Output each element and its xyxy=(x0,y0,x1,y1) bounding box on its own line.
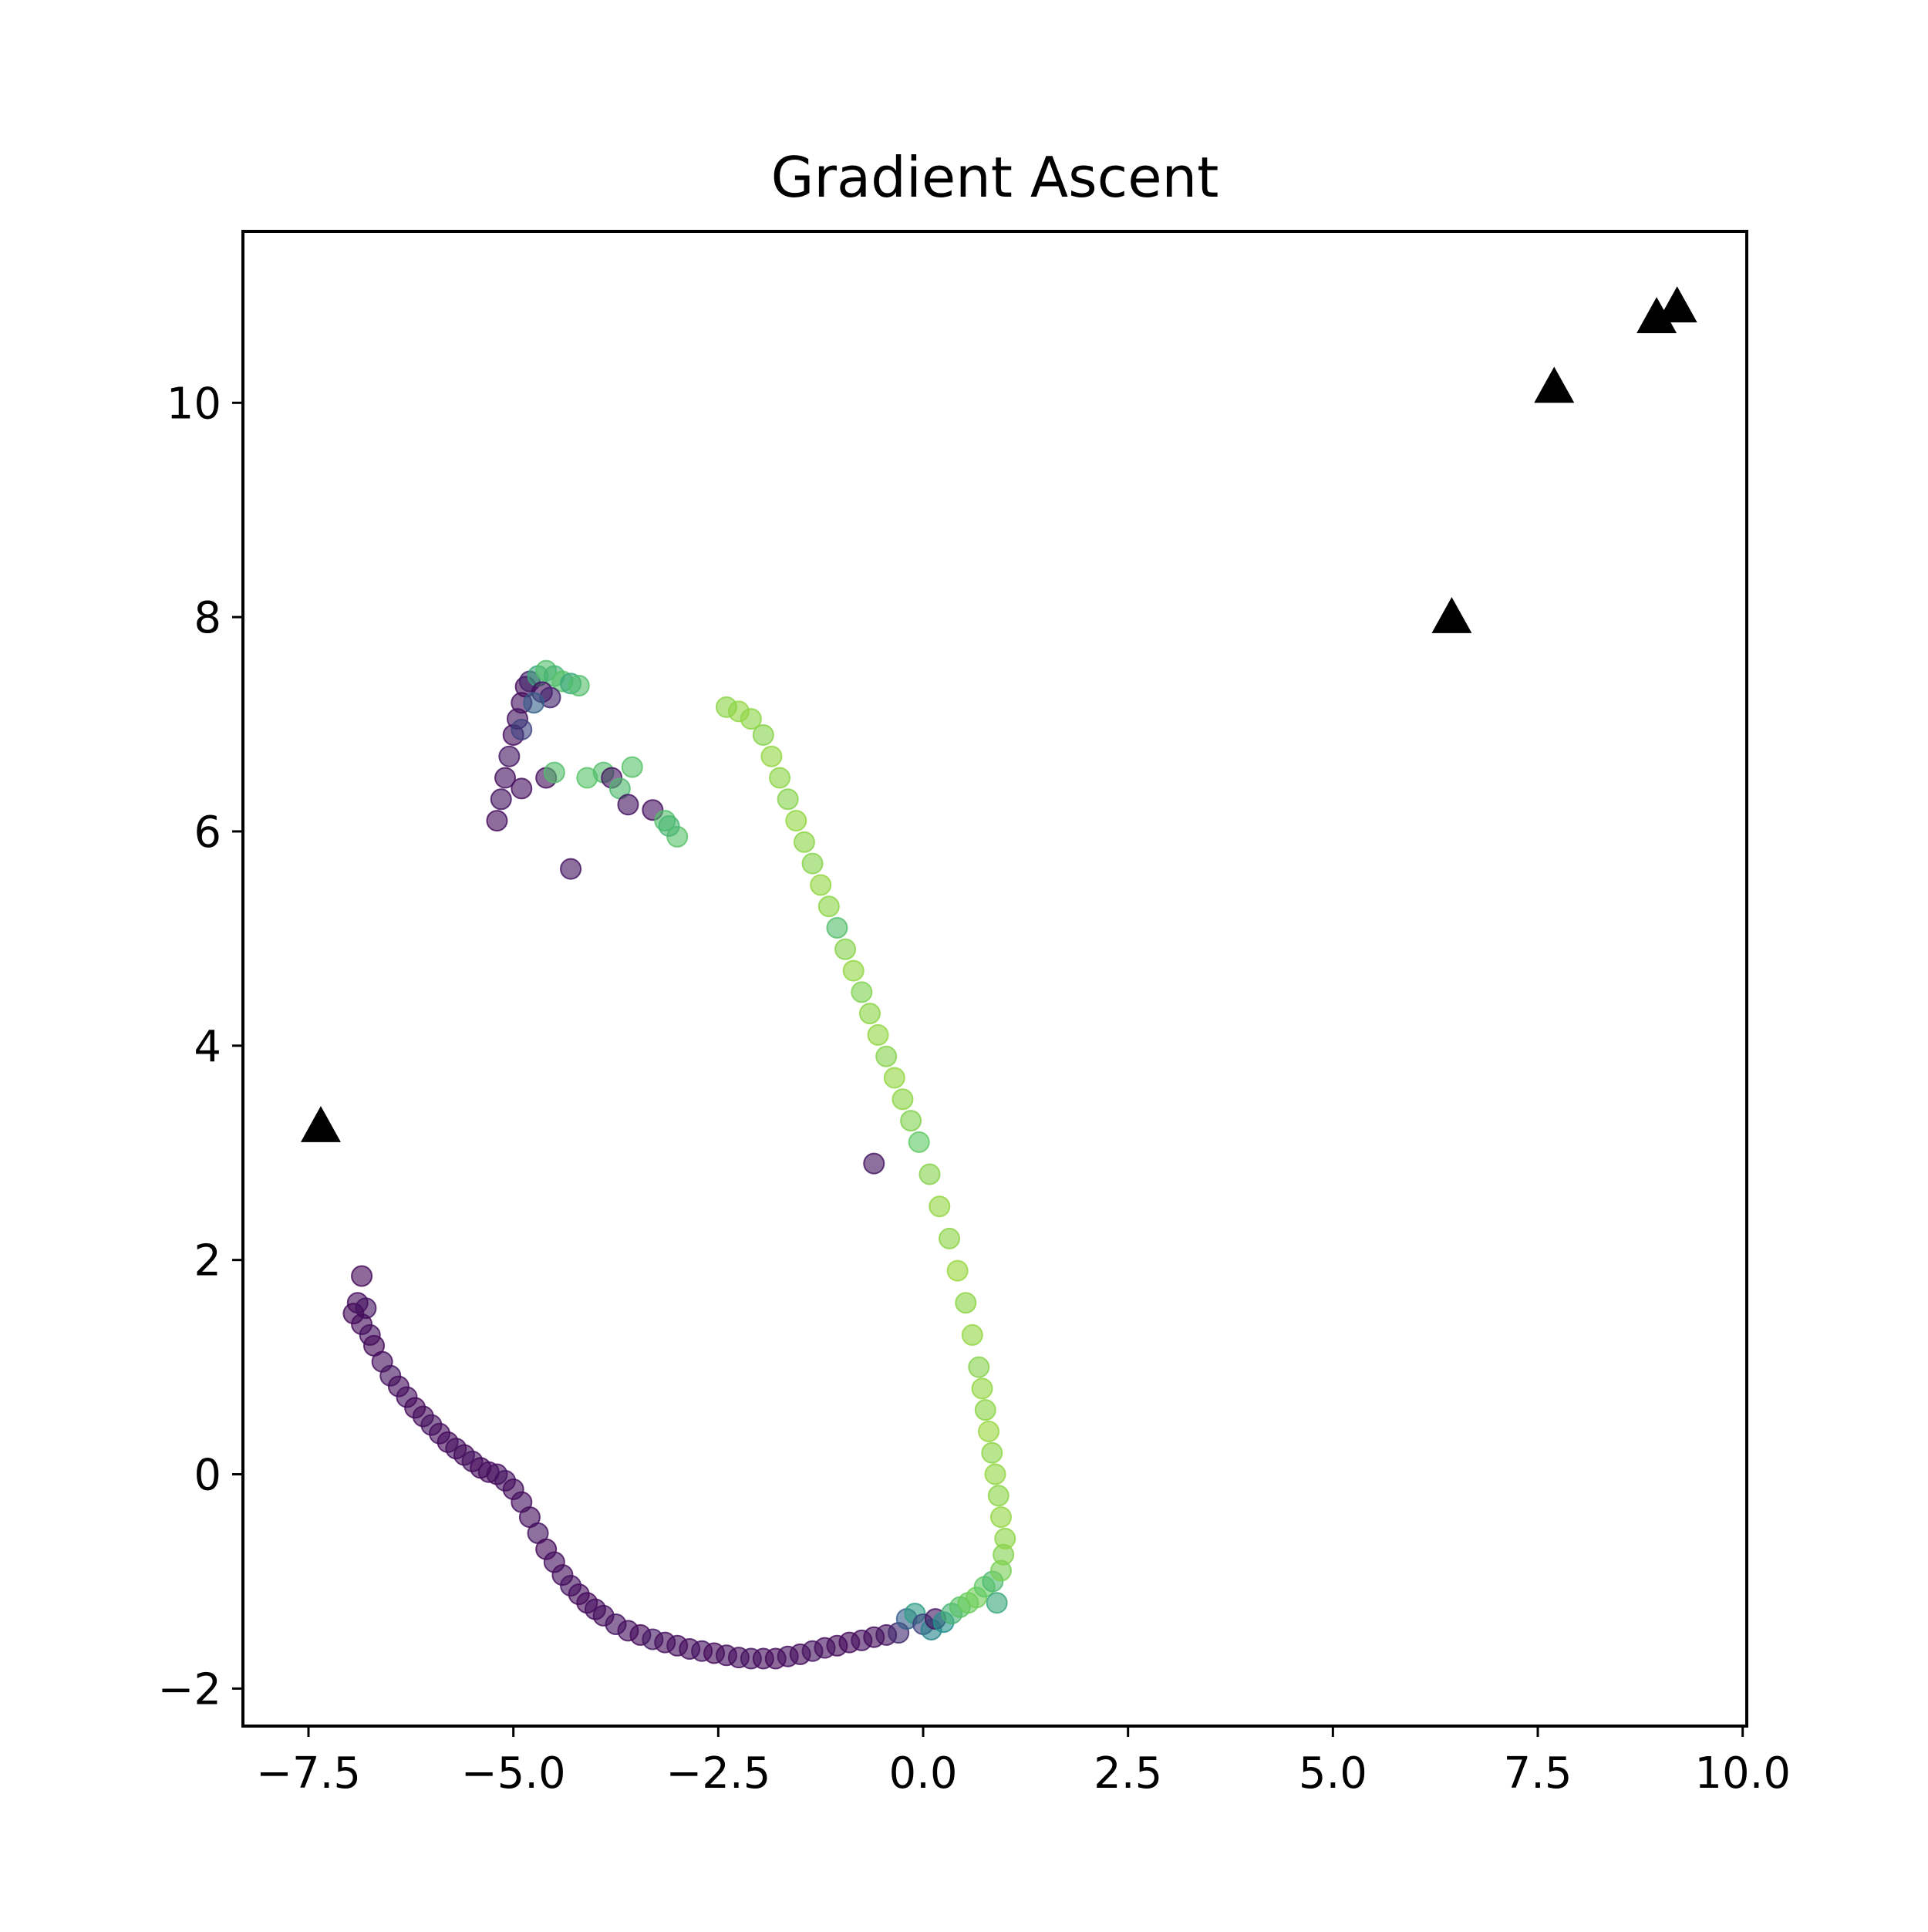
x-tick-label: 2.5 xyxy=(1094,1748,1162,1799)
y-axis: −2 0 2 4 6 8 10 xyxy=(157,379,243,1715)
scatter-point xyxy=(801,852,824,875)
x-tick-label: 5.0 xyxy=(1299,1748,1367,1799)
scatter-point xyxy=(817,895,840,918)
scatter-point xyxy=(994,1527,1016,1549)
x-tick-label: 10.0 xyxy=(1694,1748,1791,1799)
x-axis: −7.5 −5.0 −2.5 0.0 2.5 5.0 7.5 10.0 xyxy=(256,1726,1791,1799)
y-tick-label: 6 xyxy=(194,808,221,858)
scatter-point xyxy=(939,1227,961,1249)
scatter-point xyxy=(543,761,565,784)
scatter-point xyxy=(834,938,857,960)
scatter-point xyxy=(892,1088,914,1111)
scatter-point xyxy=(511,719,533,740)
triangle-marker xyxy=(1431,597,1472,633)
scatter-point xyxy=(351,1265,373,1287)
x-tick-label: −5.0 xyxy=(461,1748,566,1799)
triangle-marker xyxy=(300,1106,341,1142)
data-points xyxy=(342,659,1016,1670)
scatter-point xyxy=(974,1399,996,1421)
chart-title: Gradient Ascent xyxy=(771,145,1219,210)
scatter-point xyxy=(494,767,517,789)
y-tick-label: 0 xyxy=(194,1451,221,1501)
scatter-point xyxy=(984,1463,1006,1485)
triangle-marker xyxy=(1636,297,1677,333)
scatter-point xyxy=(883,1067,905,1089)
scatter-point xyxy=(658,815,680,838)
scatter-point xyxy=(946,1259,969,1282)
scatter-point xyxy=(867,1023,889,1046)
scatter-point xyxy=(568,675,590,697)
x-tick-label: 7.5 xyxy=(1503,1748,1572,1799)
scatter-point xyxy=(760,745,783,767)
scatter-point xyxy=(498,745,521,767)
x-tick-label: −7.5 xyxy=(256,1748,361,1799)
triangle-marker xyxy=(1657,286,1697,323)
scatter-point xyxy=(777,788,799,811)
scatter-point xyxy=(961,1323,983,1346)
y-tick-label: 2 xyxy=(194,1236,221,1286)
scatter-point xyxy=(523,692,545,714)
scatter-point xyxy=(987,1485,1010,1507)
scatter-point xyxy=(929,1195,951,1218)
scatter-point xyxy=(793,831,815,853)
scatter-point xyxy=(486,810,508,832)
scatter-point xyxy=(955,1292,977,1314)
triangle-marker xyxy=(1534,366,1575,403)
scatter-point xyxy=(989,1506,1012,1529)
x-tick-label: −2.5 xyxy=(666,1748,770,1799)
triangle-markers xyxy=(300,286,1697,1142)
scatter-point xyxy=(978,1420,1000,1442)
scatter-point xyxy=(908,1131,930,1153)
y-tick-label: 4 xyxy=(194,1022,221,1072)
scatter-point xyxy=(769,767,791,789)
plot-frame xyxy=(241,230,1748,1728)
scatter-point xyxy=(715,696,737,718)
y-tick-label: 8 xyxy=(194,593,221,643)
x-tick-label: 0.0 xyxy=(888,1748,957,1799)
scatter-point xyxy=(810,874,832,896)
scatter-point xyxy=(842,959,865,982)
scatter-point xyxy=(900,1110,922,1132)
scatter-point xyxy=(511,777,533,800)
y-tick-label: −2 xyxy=(157,1664,221,1715)
scatter-point xyxy=(621,756,643,778)
scatter-point xyxy=(851,981,873,1003)
scatter-point xyxy=(981,1441,1003,1464)
scatter-point xyxy=(863,1152,885,1175)
scatter-point xyxy=(785,810,807,832)
y-tick-label: 10 xyxy=(167,379,221,429)
scatter-point xyxy=(617,794,639,816)
scatter-point xyxy=(858,1003,881,1025)
scatter-point xyxy=(490,788,512,811)
scatter-point xyxy=(560,858,582,880)
scatter-point xyxy=(971,1377,993,1400)
scatter-point xyxy=(875,1045,898,1067)
scatter-point xyxy=(918,1163,941,1185)
scatter-point xyxy=(752,723,774,746)
scatter-point xyxy=(986,1592,1008,1614)
scatter-point xyxy=(826,917,848,939)
scatter-point xyxy=(968,1356,990,1378)
